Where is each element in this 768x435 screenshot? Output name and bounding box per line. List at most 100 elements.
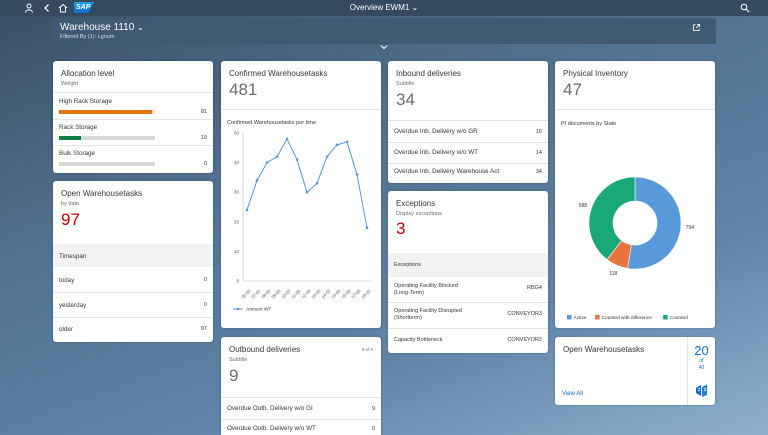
x-tick-label: 15:00	[330, 288, 342, 300]
app-title[interactable]: Overview EWM1 ⌄	[349, 3, 419, 12]
row-label: Overdue Outb. Delivery w/o WT	[227, 425, 316, 432]
kpi-value: 97	[61, 210, 80, 229]
item-counter: 3 of 6	[361, 347, 373, 352]
card-subtitle: Weight	[61, 81, 79, 87]
card-subtitle: Subtitle	[229, 357, 248, 363]
data-point	[245, 208, 249, 212]
legend-label: Counted	[670, 315, 688, 321]
open-warehousetasks-summary-card[interactable]: Open Warehousetasks 20 of 40 View All	[555, 337, 715, 405]
column-header: Timespan	[59, 253, 87, 260]
allocation-bar-fill	[59, 136, 82, 140]
divider	[53, 292, 213, 293]
data-point	[255, 179, 259, 182]
card-title: Open Warehousetasks	[563, 345, 645, 354]
divider	[53, 92, 213, 93]
allocation-bar	[59, 110, 155, 114]
y-tick-label: 50	[234, 131, 240, 136]
search-icon[interactable]	[740, 3, 750, 13]
allocation-level-card[interactable]: Allocation level Weight High Rack Storag…	[53, 61, 213, 173]
inbound-deliveries-card[interactable]: Inbound deliveries Subtitle 34 Overdue I…	[388, 61, 548, 183]
slice-label: 794	[686, 225, 695, 231]
card-title: Physical Inventory	[563, 69, 628, 78]
row-label: today	[59, 277, 75, 284]
donut-slice	[588, 176, 636, 260]
legend-label: Active	[574, 315, 587, 321]
line-chart[interactable]: 0 10 20 30 40 50 06:0007:0008:0009:0010:0011:0…	[221, 131, 381, 328]
back-icon[interactable]	[42, 3, 52, 13]
x-tick-label: 06:00	[240, 288, 252, 300]
data-point	[335, 143, 339, 147]
y-tick-label: 20	[234, 219, 240, 224]
kpi-value: 9	[229, 366, 239, 385]
x-tick-label: 11:00	[290, 288, 301, 299]
row-label: Operating Facility Disrupted	[394, 308, 462, 314]
card-subtitle: Display exceptions	[396, 211, 442, 217]
legend-label: Amount WT	[246, 307, 271, 313]
divider	[53, 119, 213, 120]
donut-chart[interactable]: 794 118 598 Active Counted with difference Co…	[555, 133, 715, 323]
row-label: Overdue Inb. Delivery w/o GR	[394, 128, 478, 135]
x-tick-label: 18:00	[360, 288, 372, 300]
share-icon[interactable]	[692, 23, 701, 32]
outbound-deliveries-card[interactable]: Outbound deliveries 3 of 6 Subtitle 9 Ov…	[221, 337, 381, 435]
card-title: Inbound deliveries	[396, 69, 461, 78]
shell-bar: SAP Overview EWM1 ⌄	[0, 0, 768, 16]
data-point	[355, 173, 359, 176]
divider	[555, 109, 715, 110]
row-value: 0	[371, 426, 375, 432]
divider	[221, 109, 381, 110]
open-warehousetasks-card[interactable]: Open Warehousetasks by date 97 Timespan …	[53, 181, 213, 342]
row-value: 97	[200, 326, 207, 332]
data-point	[345, 140, 349, 144]
legend-marker	[236, 307, 240, 311]
divider	[388, 120, 548, 121]
row-value: 34	[535, 169, 542, 175]
row-value: 0	[203, 277, 207, 283]
legend-swatch	[567, 315, 572, 320]
x-tick-label: 07:00	[250, 288, 262, 300]
kpi-value: 481	[229, 80, 258, 99]
divider	[687, 337, 688, 405]
warehouse-selector[interactable]: Warehouse 1110 ⌄	[60, 22, 144, 33]
divider	[388, 328, 548, 329]
count-total: 40	[698, 365, 705, 371]
row-value: 16	[535, 129, 542, 135]
card-subtitle: Subtitle	[396, 81, 415, 87]
data-point	[285, 137, 289, 141]
count-of: of	[699, 358, 704, 364]
kpi-value: 34	[396, 90, 415, 109]
allocation-label: High Rack Storage	[59, 98, 112, 105]
y-tick-label: 0	[236, 279, 239, 284]
allocation-value: 81	[200, 109, 207, 115]
list-header: Exceptions	[388, 253, 548, 277]
row-value: 0	[203, 302, 207, 308]
x-tick-label: 16:00	[340, 288, 352, 300]
row-label: Capacity Bottleneck	[394, 337, 443, 343]
legend-swatch	[595, 315, 600, 320]
user-icon[interactable]	[24, 3, 34, 13]
data-point	[265, 161, 269, 164]
card-title: Exceptions	[396, 199, 436, 208]
allocation-label: Bulk Storage	[59, 150, 96, 157]
page-header: Warehouse 1110 ⌄ Filtered By (1): Lgnum	[52, 18, 716, 44]
row-label: Overdue Inb. Delivery w/o WT	[394, 149, 478, 156]
x-tick-label: 10:00	[280, 288, 292, 300]
row-label-line2: (Long-Term)	[394, 290, 424, 296]
sap-logo[interactable]: SAP	[74, 2, 94, 13]
home-icon[interactable]	[58, 3, 68, 13]
physical-inventory-card[interactable]: Physical Inventory 47 PI documents by St…	[555, 61, 715, 328]
allocation-bar-fill	[59, 110, 153, 114]
confirmed-warehousetasks-card[interactable]: Confirmed Warehousetasks 481 Confirmed W…	[221, 61, 381, 328]
slice-label: 598	[579, 203, 588, 209]
row-label: older	[59, 326, 74, 333]
divider	[221, 419, 381, 420]
collapse-header-icon[interactable]	[380, 44, 388, 50]
view-all-link[interactable]: View All	[562, 391, 583, 397]
row-label: Overdue Outb. Delivery w/o GI	[227, 405, 313, 412]
row-value: CONVEYOR3	[507, 311, 542, 317]
divider	[53, 145, 213, 146]
series-line	[246, 137, 368, 228]
exceptions-card[interactable]: Exceptions Display exceptions 3 Exceptio…	[388, 191, 548, 353]
x-tick-label: 17:00	[350, 288, 362, 300]
data-point	[325, 155, 329, 158]
